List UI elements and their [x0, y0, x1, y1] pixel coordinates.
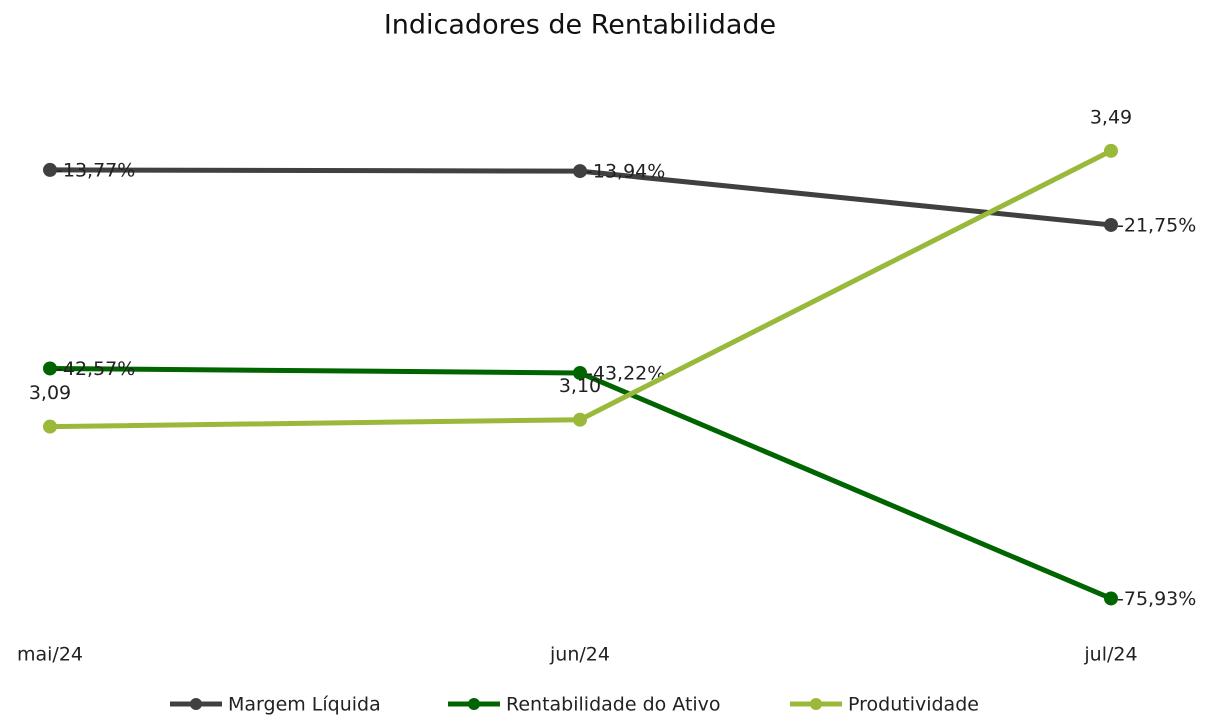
data-label: -13,77%: [56, 159, 135, 181]
legend-marker: [810, 698, 822, 710]
point: [43, 162, 57, 177]
data-label: 3,10: [559, 375, 601, 397]
x-tick-label: mai/24: [17, 644, 83, 666]
x-tick-label: jul/24: [1083, 644, 1137, 666]
legend-marker: [468, 698, 480, 710]
point: [1104, 591, 1118, 606]
data-label: -43,22%: [586, 362, 665, 384]
point: [573, 412, 587, 427]
data-label: -21,75%: [1117, 214, 1196, 236]
point: [43, 419, 57, 434]
x-tick-label: jun/24: [549, 644, 610, 666]
legend-label: Margem Líquida: [228, 694, 381, 716]
data-label: -13,94%: [586, 161, 665, 183]
point: [573, 164, 587, 179]
data-label: 3,09: [29, 382, 71, 404]
point: [1104, 143, 1118, 158]
data-label: -75,93%: [1117, 588, 1196, 610]
point: [43, 361, 57, 376]
point: [573, 365, 587, 380]
data-label: -42,57%: [56, 358, 135, 380]
line: [49, 167, 1112, 228]
line: [49, 365, 1112, 601]
point: [1104, 217, 1118, 232]
data-label: 3,49: [1090, 106, 1132, 128]
chart-title: Indicadores de Rentabilidade: [384, 10, 776, 41]
legend-marker: [190, 698, 202, 710]
legend-label: Produtividade: [848, 694, 979, 716]
legend-label: Rentabilidade do Ativo: [506, 694, 721, 716]
